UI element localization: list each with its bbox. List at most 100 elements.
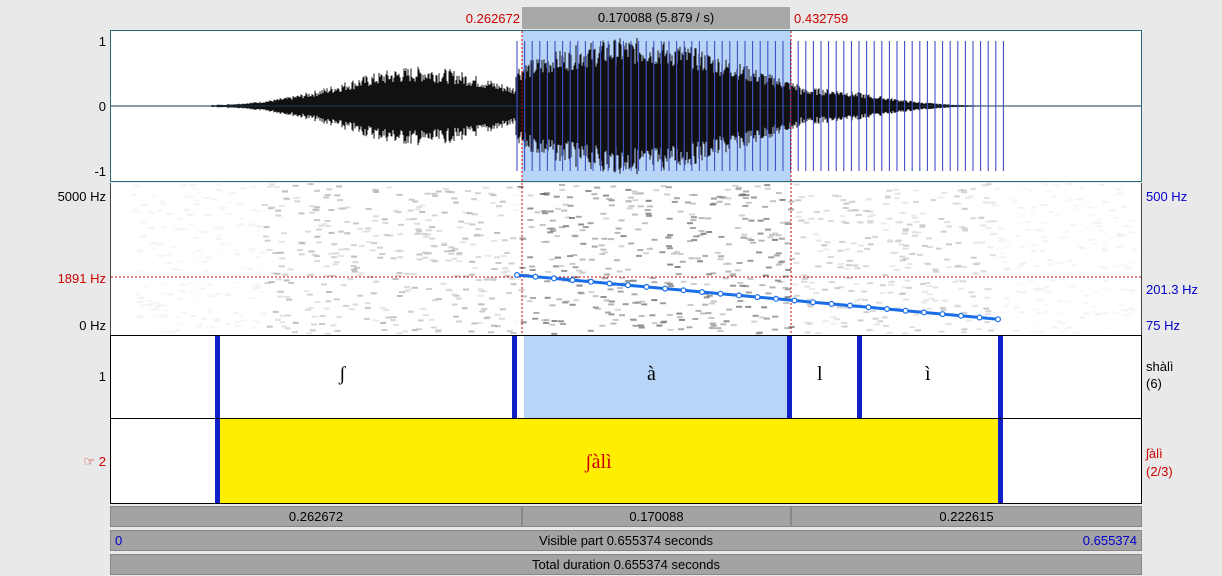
spectrogram-cell bbox=[845, 277, 852, 280]
spectrogram-cell bbox=[1002, 261, 1009, 264]
spectrogram-cell bbox=[550, 229, 557, 232]
spectrogram-cell bbox=[174, 316, 181, 319]
spectrogram-cell bbox=[529, 265, 536, 268]
spectrogram-cell bbox=[894, 192, 901, 195]
spectrogram-cell bbox=[919, 224, 926, 227]
spectrogram-cell bbox=[552, 265, 559, 268]
spectrogram-cell bbox=[543, 319, 550, 322]
spectrogram-cell bbox=[673, 197, 680, 200]
spectrogram-cell bbox=[1020, 187, 1027, 190]
spectrogram-cell bbox=[308, 250, 315, 253]
tier2-boundary[interactable] bbox=[215, 419, 220, 503]
spectrogram-cell bbox=[466, 212, 473, 215]
before-selection-bar[interactable]: 0.262672 bbox=[110, 506, 522, 527]
spectrogram-cell bbox=[279, 321, 286, 324]
spectrogram-cell bbox=[592, 306, 599, 309]
tier1-number[interactable]: 1 bbox=[98, 369, 106, 384]
spectrogram-cell bbox=[985, 183, 992, 186]
spectrogram-cell bbox=[769, 234, 776, 236]
spectrogram-cell bbox=[563, 300, 570, 303]
spectrogram-cell bbox=[316, 228, 322, 231]
spectrogram-cell bbox=[888, 283, 894, 286]
spectrogram-cell bbox=[999, 252, 1006, 255]
selection-bar[interactable]: 0.170088 bbox=[522, 506, 791, 527]
spectrogram-cell bbox=[632, 199, 639, 202]
spectrogram-cell bbox=[424, 192, 431, 195]
spectrogram-cell bbox=[815, 265, 822, 268]
spectrogram-cell bbox=[449, 249, 456, 252]
spectrogram-cell bbox=[692, 318, 699, 320]
spectrogram-cell bbox=[277, 295, 284, 298]
tier2-number[interactable]: ☞ 2 bbox=[83, 454, 107, 469]
spectrogram-cell bbox=[1042, 183, 1049, 186]
after-selection-bar[interactable]: 0.222615 bbox=[791, 506, 1142, 527]
tier1-interval-text[interactable]: l bbox=[817, 363, 823, 385]
spectrogram-cell bbox=[687, 304, 694, 306]
spectrogram-cell bbox=[138, 296, 144, 299]
spectrogram-cell bbox=[234, 281, 240, 284]
spectrogram-cell bbox=[1066, 272, 1073, 275]
spectrogram-cell bbox=[958, 287, 965, 290]
spectrogram-cell bbox=[238, 315, 245, 318]
tier1-selected-interval[interactable] bbox=[524, 336, 787, 418]
spectrogram-cell bbox=[754, 185, 761, 188]
tier1-boundary[interactable] bbox=[857, 336, 862, 418]
tier1-boundary[interactable] bbox=[215, 336, 220, 418]
spectrogram-cell bbox=[390, 316, 397, 319]
waveform-panel[interactable] bbox=[110, 30, 1142, 182]
selection-duration-bar[interactable]: 0.170088 (5.879 / s) bbox=[522, 7, 790, 29]
tier2-highlighted-interval[interactable] bbox=[219, 419, 999, 503]
spectrogram-cell bbox=[567, 255, 574, 258]
visible-part-bar[interactable]: Visible part 0.655374 seconds 0 0.655374 bbox=[110, 530, 1142, 551]
tier1-boundary[interactable] bbox=[512, 336, 517, 418]
spectrogram-cell bbox=[161, 309, 168, 312]
spectrogram-cell bbox=[899, 255, 906, 258]
spectrogram-cell bbox=[618, 219, 625, 222]
tier1-interval-text[interactable]: à bbox=[647, 363, 656, 385]
spectrogram-cell bbox=[1045, 290, 1052, 293]
spectrogram-cell bbox=[759, 284, 766, 287]
spectrogram-cell bbox=[779, 221, 786, 224]
spectrogram-cell bbox=[501, 271, 508, 274]
spectrogram-cell bbox=[461, 307, 468, 310]
spectrogram-cell bbox=[1123, 225, 1130, 228]
spectrogram-cell bbox=[235, 253, 242, 256]
tier2-interval-text[interactable]: ʃàlì bbox=[585, 451, 612, 473]
spectrogram-cell bbox=[720, 323, 727, 326]
spectrogram-panel[interactable] bbox=[110, 183, 1142, 335]
tier1-interval-text[interactable]: ʃ bbox=[339, 363, 346, 385]
spectrogram-cell bbox=[710, 300, 717, 303]
tier1-boundary[interactable] bbox=[787, 336, 792, 418]
spectrogram-cell bbox=[501, 239, 508, 242]
spectrogram-cell bbox=[724, 188, 731, 191]
tier1-boundary[interactable] bbox=[998, 336, 1003, 418]
tier2-boundary[interactable] bbox=[998, 419, 1003, 503]
spectrogram-cell bbox=[406, 288, 413, 291]
spectrogram-cell bbox=[1031, 244, 1038, 247]
spectrogram-cell bbox=[192, 187, 199, 190]
spectrogram-cell bbox=[1073, 331, 1080, 334]
spectrogram-cell bbox=[331, 256, 338, 259]
total-duration-bar[interactable]: Total duration 0.655374 seconds bbox=[110, 554, 1142, 575]
spectrogram-cell bbox=[506, 330, 513, 333]
spectrogram-cell bbox=[337, 199, 344, 202]
spectrogram-cell bbox=[325, 300, 332, 303]
spectrogram-cell bbox=[660, 185, 667, 188]
tier1-interval-text[interactable]: ì bbox=[925, 363, 931, 385]
visible-part-label: Visible part 0.655374 seconds bbox=[539, 533, 713, 548]
spectrogram-cell bbox=[334, 329, 341, 332]
spectrogram-cell bbox=[1035, 330, 1042, 333]
spectrogram-cell bbox=[745, 201, 752, 204]
spectrogram-cell bbox=[1026, 189, 1033, 192]
spectrogram-cell bbox=[254, 229, 261, 232]
spectrogram-cell bbox=[730, 324, 737, 327]
spectrogram-cell bbox=[156, 243, 163, 246]
spectrogram-cell bbox=[815, 332, 821, 335]
spectrogram-cell bbox=[867, 210, 873, 213]
tier1-panel[interactable]: ʃ à l ì bbox=[110, 335, 1142, 419]
spectrogram-cell bbox=[314, 206, 321, 209]
tier2-panel[interactable]: ʃàlì bbox=[110, 419, 1142, 504]
spectrogram-cell bbox=[915, 329, 921, 332]
spectrogram-cell bbox=[137, 301, 144, 304]
spectrogram-cell bbox=[166, 330, 173, 333]
